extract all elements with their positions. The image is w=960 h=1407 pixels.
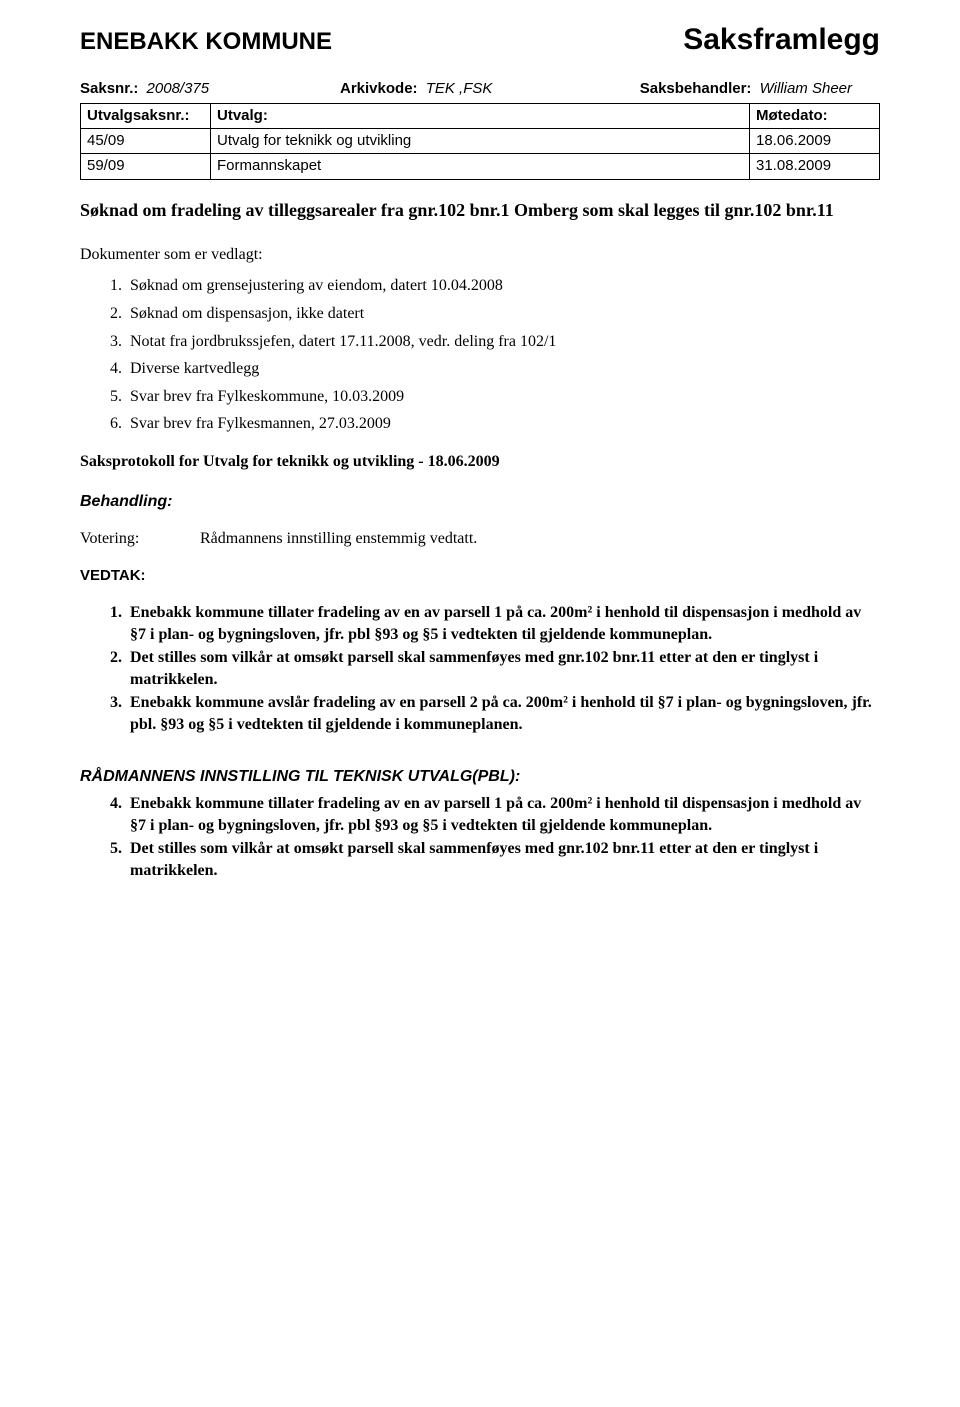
list-item: Enebakk kommune avslår fradeling av en p… <box>126 692 880 735</box>
document-header: ENEBAKK KOMMUNE Saksframlegg <box>80 20 880 61</box>
list-item: Diverse kartvedlegg <box>126 358 880 380</box>
document-type: Saksframlegg <box>683 20 880 61</box>
list-item: Svar brev fra Fylkeskommune, 10.03.2009 <box>126 386 880 408</box>
vedlagt-list: Søknad om grensejustering av eiendom, da… <box>80 275 880 435</box>
votering-row: Votering: Rådmannens innstilling enstemm… <box>80 528 880 550</box>
saksbehandler: Saksbehandler: William Sheer <box>640 79 880 99</box>
saksbehandler-label: Saksbehandler: <box>640 80 752 97</box>
behandling-label: Behandling: <box>80 491 880 513</box>
saksnr-label: Saksnr.: <box>80 80 138 97</box>
arkivkode-value: TEK ,FSK <box>426 80 493 97</box>
arkivkode: Arkivkode: TEK ,FSK <box>340 79 640 99</box>
table-cell: Utvalg for teknikk og utvikling <box>211 129 750 154</box>
list-item: Det stilles som vilkår at omsøkt parsell… <box>126 647 880 690</box>
saksbehandler-value: William Sheer <box>760 80 852 97</box>
saksnr-value: 2008/375 <box>147 80 210 97</box>
protokoll-title: Saksprotokoll for Utvalg for teknikk og … <box>80 451 880 473</box>
vedtak-label: VEDTAK: <box>80 566 880 586</box>
org-name: ENEBAKK KOMMUNE <box>80 26 332 58</box>
col-header-nr: Utvalgsaksnr.: <box>81 103 211 128</box>
utvalg-table: Utvalgsaksnr.: Utvalg: Møtedato: 45/09Ut… <box>80 103 880 180</box>
table-cell: Formannskapet <box>211 154 750 179</box>
table-cell: 31.08.2009 <box>750 154 880 179</box>
table-row: 45/09Utvalg for teknikk og utvikling18.0… <box>81 129 880 154</box>
document-title: Søknad om fradeling av tilleggsarealer f… <box>80 198 880 222</box>
table-row: 59/09Formannskapet31.08.2009 <box>81 154 880 179</box>
table-cell: 45/09 <box>81 129 211 154</box>
votering-label: Votering: <box>80 528 200 550</box>
list-item: Det stilles som vilkår at omsøkt parsell… <box>126 838 880 881</box>
list-item: Søknad om dispensasjon, ikke datert <box>126 303 880 325</box>
col-header-utvalg: Utvalg: <box>211 103 750 128</box>
innstilling-list: Enebakk kommune tillater fradeling av en… <box>80 793 880 881</box>
list-item: Søknad om grensejustering av eiendom, da… <box>126 275 880 297</box>
table-header-row: Utvalgsaksnr.: Utvalg: Møtedato: <box>81 103 880 128</box>
list-item: Svar brev fra Fylkesmannen, 27.03.2009 <box>126 413 880 435</box>
votering-text: Rådmannens innstilling enstemmig vedtatt… <box>200 528 477 550</box>
arkivkode-label: Arkivkode: <box>340 80 418 97</box>
meta-row: Saksnr.: 2008/375 Arkivkode: TEK ,FSK Sa… <box>80 79 880 99</box>
list-item: Enebakk kommune tillater fradeling av en… <box>126 793 880 836</box>
list-item: Notat fra jordbrukssjefen, datert 17.11.… <box>126 331 880 353</box>
saksnr: Saksnr.: 2008/375 <box>80 79 340 99</box>
innstilling-label: RÅDMANNENS INNSTILLING TIL TEKNISK UTVAL… <box>80 766 880 788</box>
table-cell: 59/09 <box>81 154 211 179</box>
col-header-dato: Møtedato: <box>750 103 880 128</box>
list-item: Enebakk kommune tillater fradeling av en… <box>126 602 880 645</box>
table-cell: 18.06.2009 <box>750 129 880 154</box>
vedlagt-label: Dokumenter som er vedlagt: <box>80 244 880 266</box>
vedtak-list: Enebakk kommune tillater fradeling av en… <box>80 602 880 736</box>
